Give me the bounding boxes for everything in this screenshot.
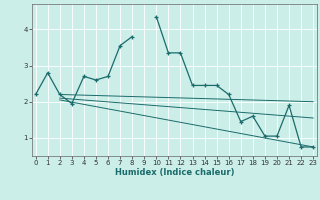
X-axis label: Humidex (Indice chaleur): Humidex (Indice chaleur) xyxy=(115,168,234,177)
